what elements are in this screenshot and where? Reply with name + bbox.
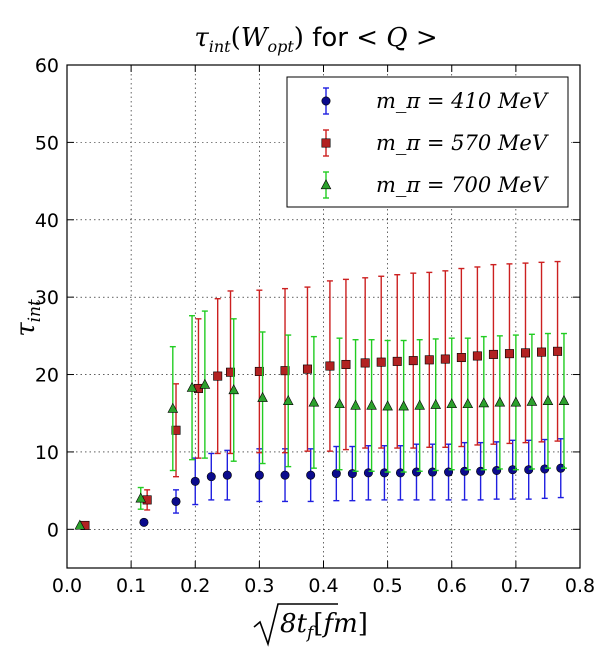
legend-box xyxy=(286,76,569,208)
data-point xyxy=(308,396,320,407)
data-point xyxy=(510,396,522,407)
data-point xyxy=(446,398,458,409)
data-point xyxy=(199,378,211,389)
chart-title: τint(Wopt) for < Q > xyxy=(194,23,437,56)
x-axis-label: 8tf[fm] xyxy=(253,603,368,647)
x-tick-label: 0.1 xyxy=(116,575,146,597)
data-point xyxy=(334,398,345,409)
data-point xyxy=(167,402,179,413)
y-tick-label: 50 xyxy=(35,132,59,154)
y-tick-label: 60 xyxy=(35,55,59,77)
data-point xyxy=(254,366,264,376)
data-point xyxy=(302,364,312,374)
y-tick-label: 20 xyxy=(35,365,59,387)
data-point xyxy=(376,357,386,367)
data-point xyxy=(206,472,216,482)
legend-entry: m_π = 410 MeV xyxy=(321,87,549,115)
data-point xyxy=(366,399,377,410)
data-point xyxy=(360,358,370,368)
data-point xyxy=(280,366,290,376)
data-point xyxy=(257,391,268,402)
data-point xyxy=(171,496,181,506)
legend-label: m_π = 570 MeV xyxy=(376,131,549,155)
data-point xyxy=(139,517,149,527)
data-point xyxy=(558,395,570,405)
data-point xyxy=(186,381,198,392)
data-point xyxy=(213,371,223,381)
legend-entry: m_π = 570 MeV xyxy=(321,129,549,157)
y-tick-label: 30 xyxy=(35,287,59,309)
data-point xyxy=(341,359,351,369)
legend-label: m_π = 410 MeV xyxy=(376,89,549,113)
ticks: 0.0 0.1 0.2 0.3 0.4 0.5 0.6 0.7 0.8 0 10 20 30 40 50 60 xyxy=(35,55,595,597)
data-point xyxy=(414,399,425,410)
series-triangle xyxy=(74,310,570,530)
x-tick-label: 0.4 xyxy=(308,575,338,597)
data-point xyxy=(392,356,402,366)
data-point xyxy=(542,395,554,405)
sqrt-symbol xyxy=(253,603,338,647)
data-point xyxy=(226,367,236,377)
data-point xyxy=(408,356,418,366)
data-point xyxy=(282,395,294,405)
legend-entry: m_π = 700 MeV xyxy=(320,171,549,199)
data-point xyxy=(228,384,240,395)
legend-label: m_π = 700 MeV xyxy=(376,173,549,197)
x-tick-label: 0.5 xyxy=(373,575,403,597)
data-point xyxy=(398,400,409,411)
data-point xyxy=(190,476,200,486)
data-point xyxy=(280,470,290,480)
x-tick-label: 0.3 xyxy=(244,575,274,597)
data-point xyxy=(504,349,514,359)
y-tick-label: 10 xyxy=(35,442,59,464)
data-point xyxy=(478,397,490,408)
legend-marker xyxy=(321,138,331,148)
data-point xyxy=(171,425,181,435)
data-point xyxy=(222,470,232,480)
legend: m_π = 410 MeV m_π = 570 MeV m_π = 700 MeV xyxy=(286,76,569,208)
data-point xyxy=(424,355,434,365)
y-tick-label: 0 xyxy=(47,519,59,541)
data-point xyxy=(472,351,482,361)
x-tick-label: 0.0 xyxy=(52,575,82,597)
x-tick-label: 0.2 xyxy=(180,575,210,597)
data-point xyxy=(524,465,534,475)
series-square xyxy=(80,260,563,530)
data-point xyxy=(540,464,550,474)
data-point xyxy=(350,399,361,410)
data-point xyxy=(494,396,506,407)
data-point xyxy=(462,398,474,409)
data-marks xyxy=(74,260,570,530)
y-tick-label: 40 xyxy=(35,210,59,232)
data-point xyxy=(440,354,450,364)
data-point xyxy=(395,468,405,478)
legend-marker xyxy=(320,179,332,190)
data-point xyxy=(553,346,563,356)
data-point xyxy=(537,347,547,357)
svg-text:8tf[fm]: 8tf[fm] xyxy=(280,609,368,643)
data-point xyxy=(254,470,264,480)
series-circle xyxy=(139,438,566,527)
x-tick-label: 0.6 xyxy=(437,575,467,597)
data-point xyxy=(488,349,498,359)
data-point xyxy=(74,519,86,530)
data-point xyxy=(411,467,421,477)
data-point xyxy=(379,468,389,478)
data-point xyxy=(382,400,393,411)
legend-marker xyxy=(321,96,331,106)
data-point xyxy=(135,492,147,503)
data-point xyxy=(430,398,442,409)
data-point xyxy=(520,348,530,358)
data-point xyxy=(331,469,341,479)
x-tick-label: 0.7 xyxy=(501,575,531,597)
data-point xyxy=(456,353,466,363)
data-point xyxy=(325,361,335,371)
data-point xyxy=(306,470,316,480)
x-tick-label: 0.8 xyxy=(565,575,595,597)
data-point xyxy=(526,395,538,406)
